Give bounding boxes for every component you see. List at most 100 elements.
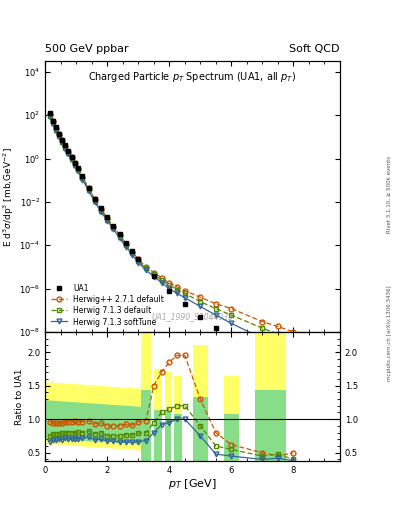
Herwig 7.1.3 softTune — [111, 226, 116, 232]
Herwig 7.1.3 softTune — [80, 177, 85, 183]
Herwig++ 2.7.1 default — [198, 294, 203, 301]
Herwig 7.1.3 default — [57, 133, 62, 139]
Herwig 7.1.3 softTune — [57, 134, 62, 140]
Herwig 7.1.3 default — [60, 139, 64, 145]
UA1 — [66, 148, 71, 154]
Herwig 7.1.3 softTune — [48, 114, 52, 120]
Herwig 7.1.3 softTune — [75, 168, 80, 175]
Herwig 7.1.3 default — [63, 144, 68, 151]
UA1 — [99, 205, 103, 211]
Herwig++ 2.7.1 default — [167, 280, 172, 286]
Bar — [174, 414, 182, 461]
Herwig++ 2.7.1 default — [63, 143, 68, 149]
Herwig++ 2.7.1 default — [130, 249, 134, 255]
Herwig++ 2.7.1 default — [260, 318, 265, 325]
Bar — [165, 372, 171, 461]
UA1 — [60, 137, 64, 143]
Herwig++ 2.7.1 default — [51, 118, 55, 124]
Herwig 7.1.3 default — [117, 234, 122, 240]
Text: Charged Particle $p_T$ Spectrum (UA1, all $p_T$): Charged Particle $p_T$ Spectrum (UA1, al… — [88, 70, 297, 83]
Herwig 7.1.3 softTune — [144, 267, 149, 273]
UA1 — [63, 142, 68, 148]
Bar — [193, 346, 208, 461]
Text: 500 GeV ppbar: 500 GeV ppbar — [45, 44, 129, 54]
Herwig 7.1.3 default — [213, 306, 218, 312]
Herwig 7.1.3 softTune — [51, 121, 55, 127]
Herwig 7.1.3 softTune — [167, 286, 172, 292]
Herwig++ 2.7.1 default — [75, 165, 80, 172]
UA1 — [48, 111, 52, 117]
Bar — [255, 332, 286, 461]
Herwig++ 2.7.1 default — [291, 329, 296, 335]
Herwig 7.1.3 softTune — [69, 157, 74, 163]
Herwig 7.1.3 default — [51, 120, 55, 126]
Herwig++ 2.7.1 default — [229, 306, 234, 312]
Text: Rivet 3.1.10, ≥ 500k events: Rivet 3.1.10, ≥ 500k events — [387, 156, 392, 233]
UA1 — [111, 223, 116, 229]
Herwig 7.1.3 default — [92, 198, 97, 204]
Herwig++ 2.7.1 default — [92, 196, 97, 202]
Herwig 7.1.3 softTune — [136, 260, 141, 266]
Herwig 7.1.3 softTune — [198, 304, 203, 310]
Legend: UA1, Herwig++ 2.7.1 default, Herwig 7.1.3 default, Herwig 7.1.3 softTune: UA1, Herwig++ 2.7.1 default, Herwig 7.1.… — [48, 281, 167, 330]
Bar — [193, 397, 208, 461]
Herwig++ 2.7.1 default — [175, 284, 180, 290]
UA1 — [213, 325, 218, 331]
Herwig 7.1.3 softTune — [72, 163, 77, 169]
Herwig 7.1.3 softTune — [130, 252, 134, 258]
Herwig 7.1.3 default — [167, 283, 172, 289]
Herwig++ 2.7.1 default — [151, 269, 156, 275]
UA1 — [69, 154, 74, 160]
UA1 — [57, 131, 62, 137]
Herwig 7.1.3 default — [144, 265, 149, 271]
Bar — [255, 390, 286, 461]
Bar — [224, 414, 239, 461]
Herwig 7.1.3 default — [151, 271, 156, 278]
Herwig 7.1.3 softTune — [182, 294, 187, 301]
UA1 — [167, 288, 172, 294]
Herwig 7.1.3 default — [48, 113, 52, 119]
Herwig 7.1.3 default — [175, 287, 180, 293]
Herwig 7.1.3 softTune — [123, 244, 128, 250]
Text: UA1_1990_S2044935: UA1_1990_S2044935 — [152, 312, 233, 321]
UA1 — [130, 248, 134, 254]
Herwig 7.1.3 default — [275, 331, 280, 337]
X-axis label: $p_T$ [GeV]: $p_T$ [GeV] — [168, 477, 217, 492]
Bar — [154, 369, 162, 461]
Herwig++ 2.7.1 default — [54, 125, 59, 131]
Herwig++ 2.7.1 default — [60, 137, 64, 143]
Herwig 7.1.3 default — [111, 225, 116, 231]
Herwig++ 2.7.1 default — [213, 301, 218, 307]
Herwig++ 2.7.1 default — [144, 264, 149, 270]
UA1 — [123, 240, 128, 246]
Herwig++ 2.7.1 default — [99, 206, 103, 212]
Herwig 7.1.3 softTune — [60, 140, 64, 146]
UA1 — [75, 165, 80, 171]
Herwig++ 2.7.1 default — [117, 232, 122, 238]
Herwig 7.1.3 softTune — [86, 187, 91, 194]
UA1 — [105, 214, 110, 220]
Herwig 7.1.3 softTune — [213, 312, 218, 318]
Line: Herwig 7.1.3 softTune: Herwig 7.1.3 softTune — [50, 117, 294, 352]
Herwig 7.1.3 default — [291, 369, 296, 375]
Herwig 7.1.3 default — [75, 167, 80, 173]
Herwig 7.1.3 default — [66, 150, 71, 156]
Herwig++ 2.7.1 default — [111, 224, 116, 230]
Bar — [141, 390, 151, 461]
Herwig 7.1.3 softTune — [260, 335, 265, 342]
UA1 — [92, 196, 97, 202]
Herwig 7.1.3 softTune — [92, 199, 97, 205]
UA1 — [136, 255, 141, 262]
UA1 — [151, 272, 156, 279]
Herwig 7.1.3 softTune — [229, 321, 234, 327]
Herwig 7.1.3 softTune — [291, 349, 296, 355]
Bar — [141, 332, 151, 461]
Herwig 7.1.3 default — [260, 325, 265, 331]
UA1 — [72, 160, 77, 166]
UA1 — [260, 353, 265, 359]
Herwig 7.1.3 softTune — [66, 151, 71, 157]
Herwig++ 2.7.1 default — [159, 274, 164, 281]
UA1 — [54, 124, 59, 131]
Herwig 7.1.3 default — [159, 277, 164, 283]
Herwig 7.1.3 default — [123, 242, 128, 248]
